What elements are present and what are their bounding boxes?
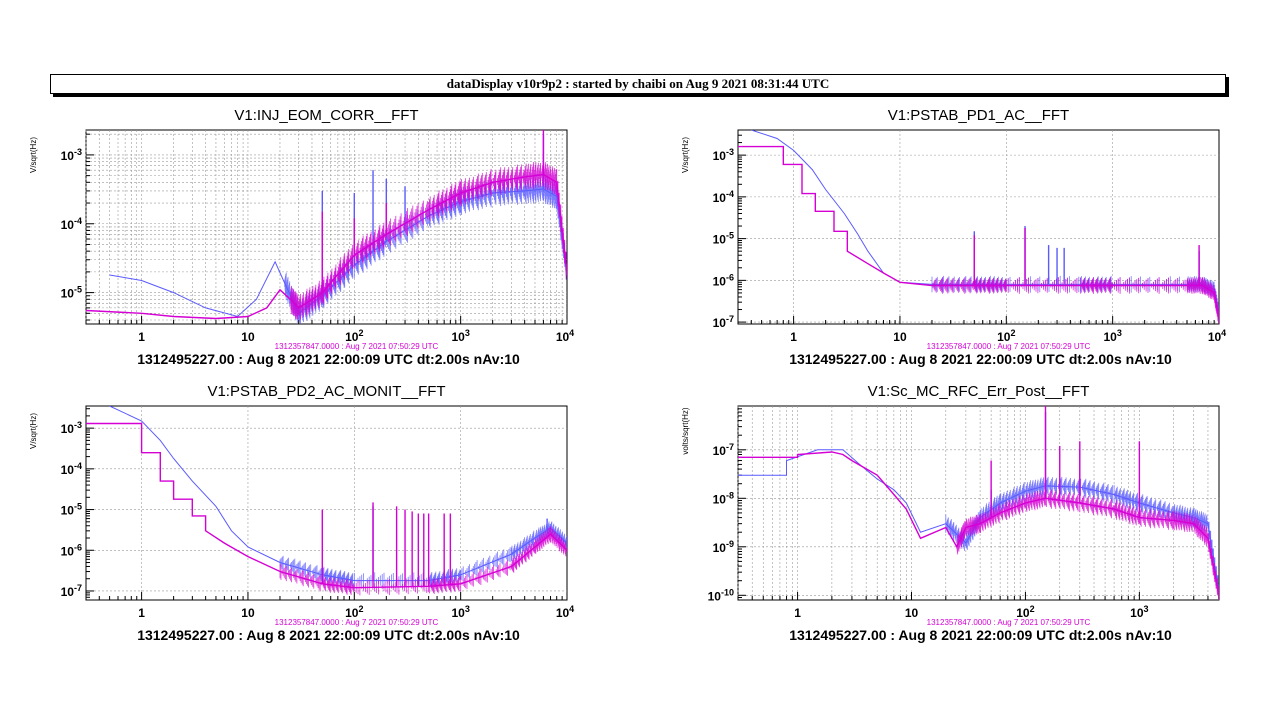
chart-title: V1:PSTAB_PD2_AC_MONIT__FFT — [207, 383, 445, 400]
axis-ticks — [737, 408, 1209, 600]
y-axis-label: volts/sqrt(Hz) — [681, 407, 690, 454]
series-line-magenta — [738, 145, 1219, 319]
series-noise-magenta — [279, 526, 567, 596]
y-tick-label: 10-9 — [713, 539, 734, 555]
y-tick-label: 10-4 — [61, 216, 82, 232]
x-tick-label: 102 — [997, 328, 1015, 344]
x-tick-label: 1 — [138, 330, 145, 344]
series-group — [738, 406, 1219, 600]
axis-ticks — [737, 134, 1215, 324]
chart-panel-4: V1:Sc_MC_RFC_Err_Post__FFT volts/sqrt(Hz)… — [681, 383, 1220, 643]
series-group — [738, 130, 1219, 324]
series-group — [86, 406, 567, 596]
reference-label: 1312357847.0000 : Aug 7 2021 07:50:29 UT… — [275, 618, 439, 627]
series-noise-magenta — [931, 277, 1219, 324]
y-tick-label: 10-3 — [61, 147, 82, 163]
y-tick-label: 10-6 — [61, 542, 82, 558]
y-tick-label: 10-7 — [61, 583, 82, 599]
y-tick-label: 10-4 — [713, 189, 734, 205]
plot-frame — [737, 129, 1220, 325]
y-tick-label: 10-8 — [713, 490, 734, 506]
x-tick-label: 10 — [905, 606, 919, 620]
x-tick-label: 102 — [345, 328, 363, 344]
x-tick-label: 10 — [893, 330, 907, 344]
app-title-banner: dataDisplay v10r9p2 : started by chaibi … — [50, 74, 1226, 94]
axis-ticks — [85, 408, 563, 601]
x-tick-label: 103 — [451, 328, 469, 344]
chart-panel-2: V1:PSTAB_PD1_AC__FFT V/sqrt(Hz) 1 10 102 103 1… — [681, 107, 1226, 367]
y-tick-label: 10-6 — [713, 272, 734, 288]
chart-footer: 1312495227.00 : Aug 8 2021 22:00:09 UTC … — [789, 627, 1172, 643]
grid — [85, 130, 567, 324]
axis-ticks — [85, 133, 563, 324]
chart-panel-3: V1:PSTAB_PD2_AC_MONIT__FFT V/sqrt(Hz) 1 10 1… — [29, 383, 574, 643]
reference-label: 1312357847.0000 : Aug 7 2021 07:50:29 UT… — [927, 618, 1091, 627]
chart-footer: 1312495227.00 : Aug 8 2021 22:00:09 UTC … — [137, 351, 520, 367]
y-tick-label: 10-7 — [713, 442, 734, 458]
x-tick-label: 103 — [1103, 328, 1121, 344]
x-tick-label: 1 — [794, 606, 801, 620]
x-tick-label: 104 — [1208, 328, 1226, 344]
chart-panel-1: V1:INJ_EOM_CORR__FFT V/sqrt(Hz) 1 10 102 103 1… — [29, 107, 574, 367]
y-axis-label: V/sqrt(Hz) — [29, 137, 38, 173]
chart-footer: 1312495227.00 : Aug 8 2021 22:00:09 UTC … — [789, 351, 1172, 367]
x-tick-label: 1 — [138, 606, 145, 620]
chart-title: V1:PSTAB_PD1_AC__FFT — [888, 107, 1069, 124]
x-tick-label: 10 — [241, 330, 255, 344]
x-tick-label: 102 — [1016, 604, 1034, 620]
x-tick-label: 104 — [556, 328, 574, 344]
y-axis-label: V/sqrt(Hz) — [29, 413, 38, 449]
y-tick-label: 10-3 — [713, 147, 734, 163]
y-tick-label: 10-7 — [713, 314, 734, 330]
grid — [737, 406, 1219, 600]
y-tick-label: 10-4 — [61, 461, 82, 477]
chart-title: V1:INJ_EOM_CORR__FFT — [234, 107, 418, 124]
plot-frame — [85, 405, 568, 601]
x-tick-label: 102 — [345, 604, 363, 620]
y-axis-label: V/sqrt(Hz) — [681, 137, 690, 173]
y-tick-label: 10-5 — [713, 231, 734, 247]
chart-footer: 1312495227.00 : Aug 8 2021 22:00:09 UTC … — [137, 627, 520, 643]
x-tick-label: 103 — [1130, 604, 1148, 620]
reference-label: 1312357847.0000 : Aug 7 2021 07:50:29 UT… — [927, 342, 1091, 351]
y-tick-label: 10-5 — [61, 285, 82, 301]
chart-title: V1:Sc_MC_RFC_Err_Post__FFT — [868, 383, 1090, 400]
x-tick-label: 1 — [790, 330, 797, 344]
x-tick-label: 103 — [451, 604, 469, 620]
y-tick-label: 10-5 — [61, 502, 82, 518]
x-tick-label: 104 — [556, 604, 574, 620]
y-tick-label: 10-3 — [61, 420, 82, 436]
x-tick-label: 10 — [241, 606, 255, 620]
series-group — [86, 130, 567, 324]
series-noise-magenta — [289, 162, 567, 320]
reference-label: 1312357847.0000 : Aug 7 2021 07:50:29 UT… — [275, 342, 439, 351]
y-tick-label: 10-10 — [708, 587, 734, 603]
